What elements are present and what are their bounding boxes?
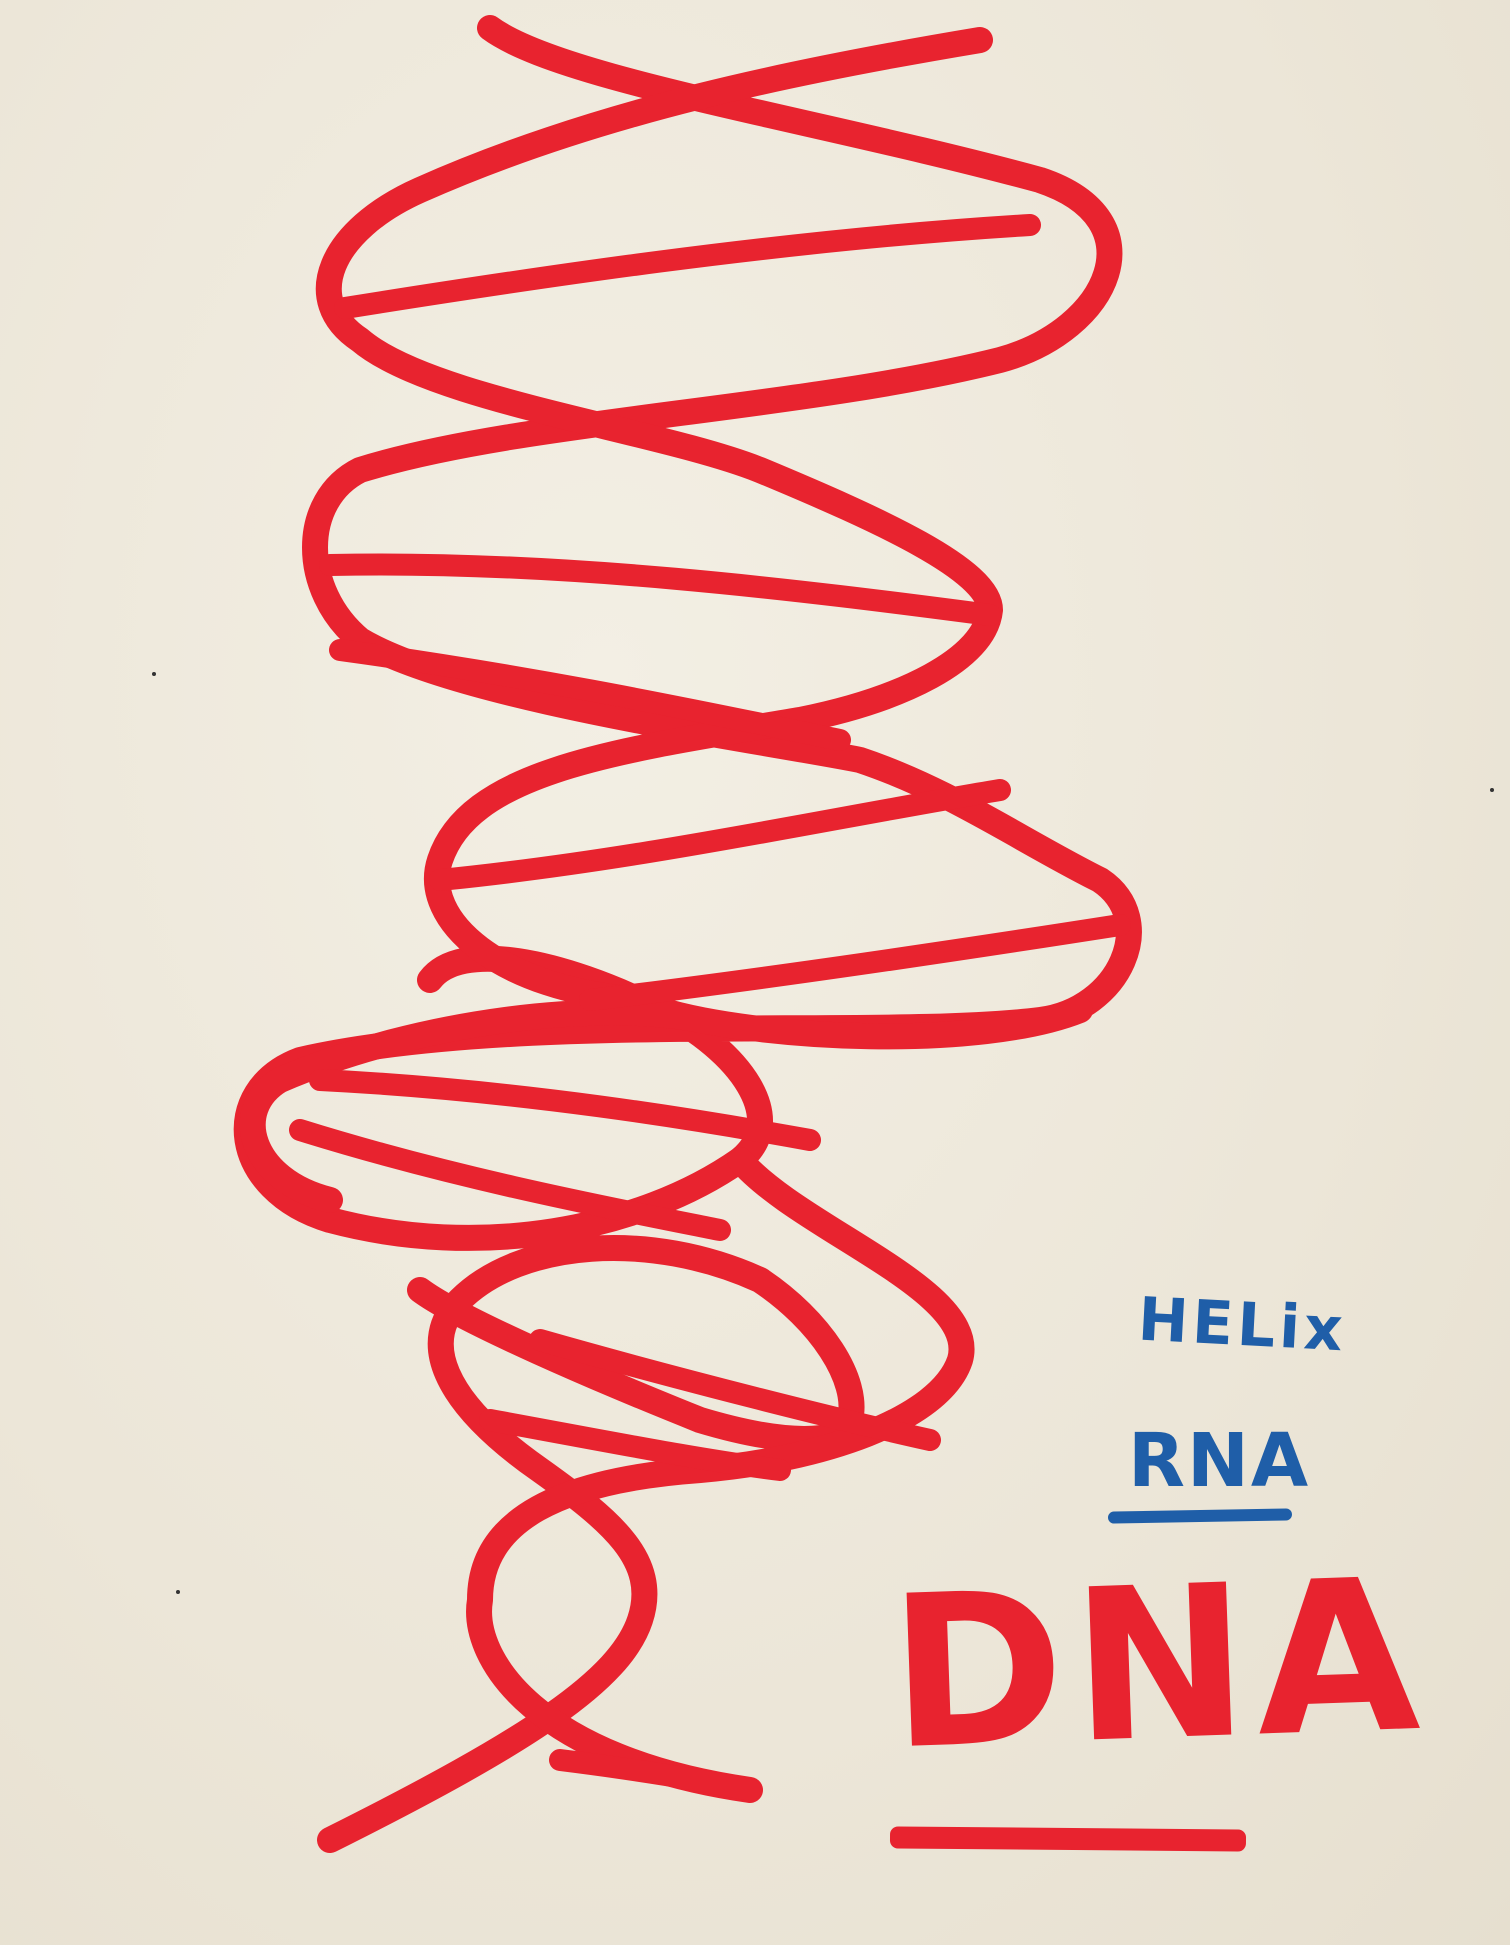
dna-underline xyxy=(889,1826,1247,1852)
helix-rung-3 xyxy=(329,639,851,751)
helix-label: HELix xyxy=(1136,1284,1349,1366)
paper-speck xyxy=(176,1590,180,1594)
paper-speck xyxy=(1490,788,1494,792)
helix-rung-10 xyxy=(549,1749,761,1801)
helix-rung-7 xyxy=(289,1119,731,1241)
paper-speck xyxy=(152,672,156,676)
helix-rung-1 xyxy=(334,214,1041,319)
helix-rung-5 xyxy=(579,914,1131,1011)
helix-rung-4 xyxy=(429,779,1011,891)
helix-rung-8 xyxy=(529,1329,941,1451)
helix-rung-2 xyxy=(319,553,1001,626)
helix-strand-b xyxy=(239,27,1093,1803)
helix-rung-9 xyxy=(479,1409,791,1481)
dna-label: DNA xyxy=(885,1532,1431,1797)
rna-label: RNA xyxy=(1128,1418,1311,1504)
helix-rung-6 xyxy=(309,1069,821,1151)
